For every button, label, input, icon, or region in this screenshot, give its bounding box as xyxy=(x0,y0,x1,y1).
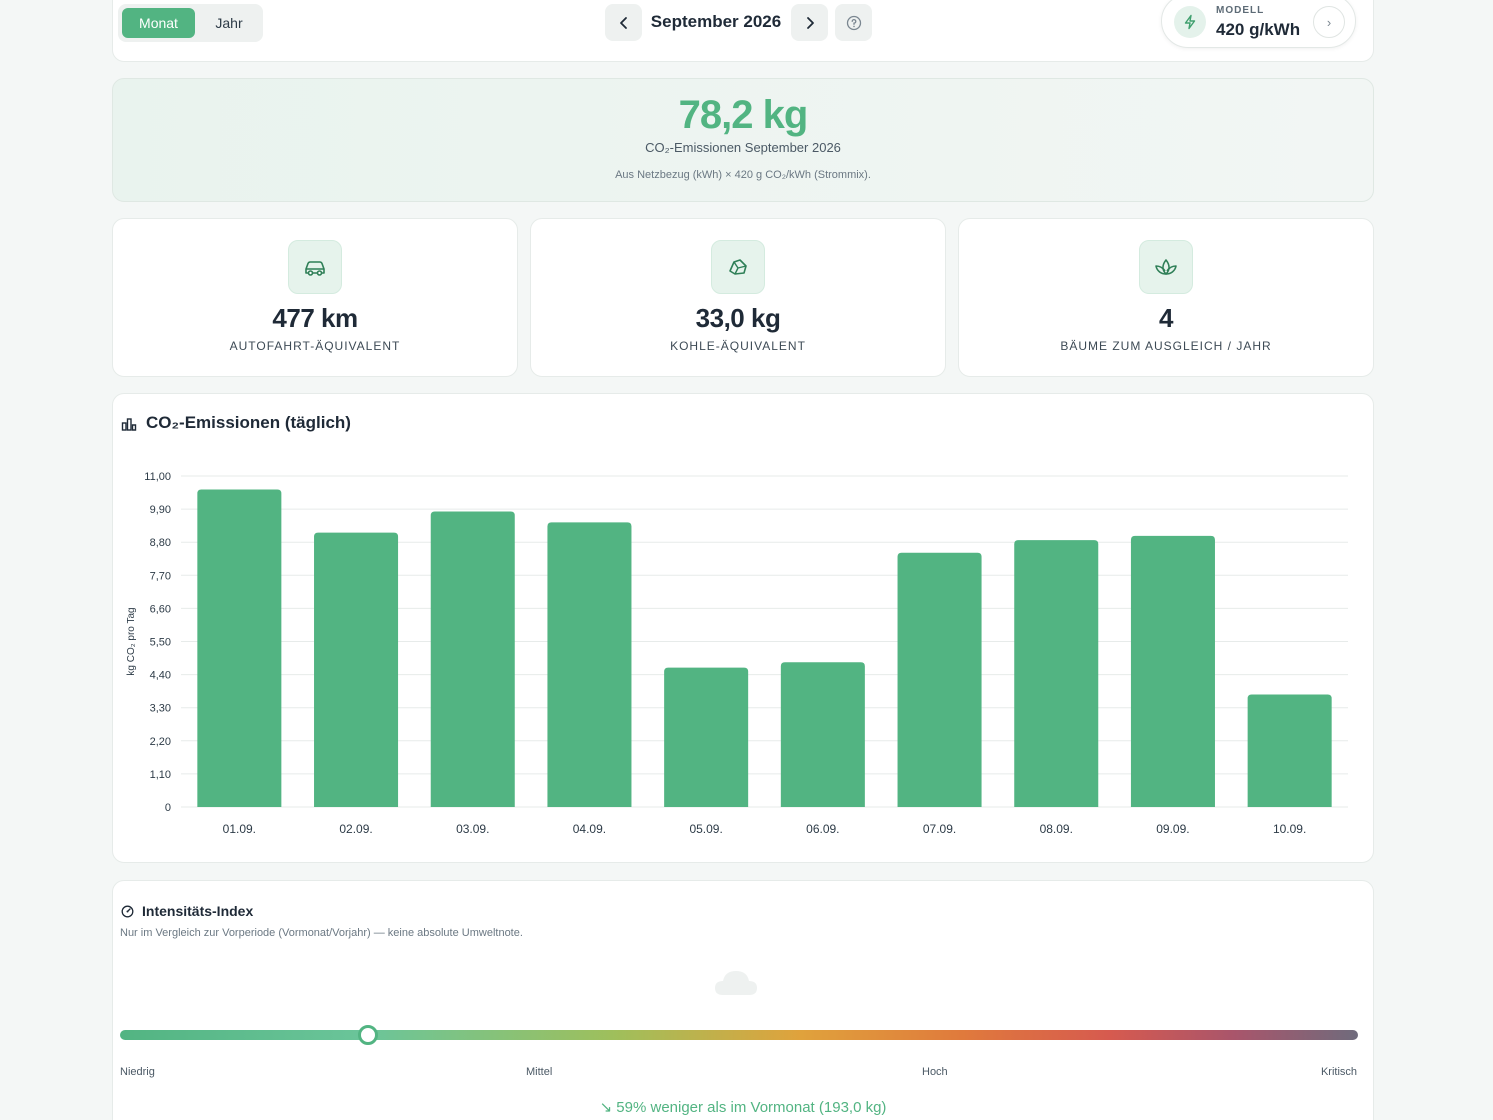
scale-label-medium: Mittel xyxy=(526,1066,553,1078)
calculation-note: Aus Netzbezug (kWh) × 420 g CO₂/kWh (Str… xyxy=(615,169,871,181)
intensity-subtitle: Nur im Vergleich zur Vorperiode (Vormona… xyxy=(120,927,523,939)
view-month-button[interactable]: Monat xyxy=(122,8,195,38)
x-tick-label: 03.09. xyxy=(456,822,489,836)
cloud-icon xyxy=(715,971,757,995)
intensity-scale-bar xyxy=(120,1030,1358,1040)
bolt-icon xyxy=(1174,6,1206,38)
y-tick-label: 1,10 xyxy=(150,769,171,781)
total-emissions-label: CO₂-Emissionen September 2026 xyxy=(645,140,841,155)
y-tick-label: 8,80 xyxy=(150,537,171,549)
x-tick-label: 05.09. xyxy=(689,822,722,836)
view-year-button[interactable]: Jahr xyxy=(215,15,243,31)
y-tick-label: 0 xyxy=(165,802,171,814)
y-tick-label: 9,90 xyxy=(150,504,171,516)
x-tick-label: 08.09. xyxy=(1040,822,1073,836)
scale-label-critical: Kritisch xyxy=(1320,1066,1357,1078)
bar-chart: 0 1,10 2,20 3,30 4,40 5,50 6,60 7,70 8,80 9,90 11,… xyxy=(126,471,1348,836)
previous-period-button[interactable] xyxy=(605,4,642,41)
x-tick-label: 04.09. xyxy=(573,822,606,836)
trees-caption: BÄUME ZUM AUSGLEICH / JAHR xyxy=(1060,339,1272,353)
gauge-icon xyxy=(121,905,134,918)
car-equivalent-card: 477 km AUTOFAHRT-ÄQUIVALENT xyxy=(112,218,518,377)
car-icon xyxy=(288,240,342,294)
coal-equivalent-caption: KOHLE-ÄQUIVALENT xyxy=(670,339,806,353)
bar xyxy=(197,489,282,807)
total-emissions-value: 78,2 kg xyxy=(678,93,809,137)
intensity-index-card: Intensitäts-Index Nur im Vergleich zur V… xyxy=(112,880,1374,1120)
car-equivalent-caption: AUTOFAHRT-ÄQUIVALENT xyxy=(229,339,401,353)
y-tick-label: 4,40 xyxy=(150,670,171,682)
bar-chart-icon xyxy=(121,418,137,431)
bar xyxy=(780,662,865,807)
bar xyxy=(664,667,749,807)
bar xyxy=(897,552,982,807)
bar xyxy=(1130,535,1215,807)
x-tick-label: 06.09. xyxy=(806,822,839,836)
intensity-marker xyxy=(357,1025,378,1045)
y-tick-label: 11,00 xyxy=(144,471,171,483)
coal-icon xyxy=(711,240,765,294)
plant-icon xyxy=(1139,240,1193,294)
bar xyxy=(1014,540,1099,807)
bar xyxy=(547,522,632,807)
help-icon xyxy=(846,15,861,30)
y-tick-label: 3,30 xyxy=(150,703,171,715)
trend-comparison: ↘ 59% weniger als im Vormonat (193,0 kg) xyxy=(599,1099,887,1116)
y-axis-label: kg CO₂ pro Tag xyxy=(126,607,137,675)
chevron-right-icon xyxy=(806,16,814,29)
bar xyxy=(314,532,399,807)
chart-title: CO₂-Emissionen (täglich) xyxy=(146,413,351,432)
total-emissions-card: 78,2 kg CO₂-Emissionen September 2026 Au… xyxy=(112,78,1374,202)
view-toggle: Monat Jahr xyxy=(118,4,263,42)
x-tick-label: 07.09. xyxy=(923,822,956,836)
daily-emissions-chart-card: CO₂-Emissionen (täglich) 0 1,10 2,20 3,30 4,… xyxy=(112,393,1374,863)
x-tick-label: 01.09. xyxy=(223,822,256,836)
bar xyxy=(430,511,515,807)
period-title: September 2026 xyxy=(650,12,782,31)
scale-label-low: Niedrig xyxy=(120,1066,155,1078)
y-tick-label: 5,50 xyxy=(150,637,171,649)
chevron-right-icon[interactable]: › xyxy=(1313,6,1345,38)
bar xyxy=(1247,694,1332,807)
emission-model-selector[interactable]: MODELL 420 g/kWh › xyxy=(1161,0,1356,48)
model-value: 420 g/kWh xyxy=(1216,20,1301,39)
car-equivalent-value: 477 km xyxy=(272,303,358,333)
coal-equivalent-card: 33,0 kg KOHLE-ÄQUIVALENT xyxy=(530,218,946,377)
y-tick-label: 6,60 xyxy=(150,603,171,615)
trees-card: 4 BÄUME ZUM AUSGLEICH / JAHR xyxy=(958,218,1374,377)
coal-equivalent-value: 33,0 kg xyxy=(695,303,781,333)
y-tick-label: 2,20 xyxy=(150,736,171,748)
x-tick-label: 09.09. xyxy=(1156,822,1189,836)
model-label: MODELL xyxy=(1216,5,1265,16)
scale-label-high: Hoch xyxy=(922,1066,948,1078)
help-button[interactable] xyxy=(835,4,872,41)
chevron-left-icon xyxy=(619,16,627,29)
next-period-button[interactable] xyxy=(791,4,828,41)
y-tick-label: 7,70 xyxy=(150,570,171,582)
x-tick-label: 02.09. xyxy=(339,822,372,836)
intensity-title: Intensitäts-Index xyxy=(142,903,254,919)
x-tick-label: 10.09. xyxy=(1273,822,1306,836)
trees-value: 4 xyxy=(1159,303,1173,333)
